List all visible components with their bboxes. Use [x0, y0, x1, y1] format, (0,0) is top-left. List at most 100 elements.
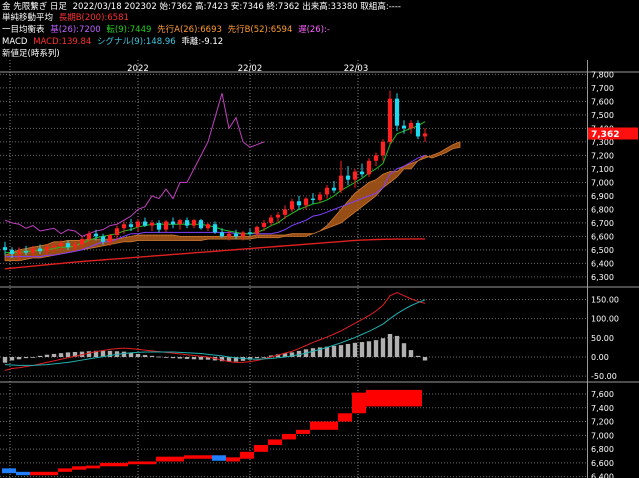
kumo-area: [4, 141, 461, 262]
macd-histogram-bar: [352, 342, 358, 357]
candle-body: [16, 251, 22, 254]
candle-body: [289, 201, 295, 210]
macd-histogram-bar: [296, 350, 302, 357]
macd-histogram-bar: [261, 357, 267, 358]
shinne-brick: [100, 462, 128, 467]
candle-body: [366, 160, 372, 175]
macd-histogram-bar: [394, 335, 400, 357]
candle-body: [261, 222, 267, 227]
macd-histogram-bar: [254, 357, 260, 359]
y-tick-label: 100.00: [591, 315, 619, 324]
candle-body: [212, 224, 218, 233]
shinne-brick: [254, 444, 268, 452]
macd-histogram-bar: [184, 357, 190, 359]
candle-body: [233, 233, 239, 237]
macd-histogram-bar: [86, 351, 92, 357]
y-tick-label: 6,600: [591, 232, 614, 241]
macd-histogram-bar: [310, 348, 316, 357]
candle-body: [114, 228, 120, 236]
candle-body: [331, 187, 337, 191]
shinne-brick: [16, 471, 30, 476]
candle-body: [37, 248, 43, 252]
shinne-brick: [310, 421, 338, 430]
shinne-brick: [30, 471, 58, 476]
candle-body: [170, 221, 176, 225]
macd-histogram-bar: [44, 354, 50, 357]
candle-body: [422, 133, 428, 137]
candle-body: [275, 214, 281, 218]
y-tick-label: 6,500: [591, 246, 614, 255]
shinne-brick: [128, 461, 156, 465]
candle-body: [156, 222, 162, 230]
candle-body: [79, 239, 85, 245]
candle-body: [268, 217, 274, 223]
candle-body: [163, 221, 169, 230]
header-line-2: 単純移動平均 長期B(200):6581: [2, 13, 132, 24]
candle-body: [142, 221, 148, 226]
macd-histogram-bar: [142, 355, 148, 357]
candle-body: [240, 232, 246, 237]
macd-histogram-bar: [226, 357, 232, 362]
y-tick-label: 50.00: [591, 334, 614, 343]
header-line-3: 一目均衡表 基(26):7200 転(9):7449 先行A(26):6693 …: [2, 25, 333, 36]
macd-histogram-bar: [198, 357, 204, 360]
ma200-readout: 長期B(200):6581: [58, 13, 129, 23]
shinne-brick: [282, 433, 296, 440]
y-tick-label: 6,900: [591, 192, 614, 201]
candle-body: [2, 247, 8, 250]
macd-histogram-bar: [380, 338, 386, 357]
candle-body: [310, 198, 316, 200]
macd-histogram-bar: [177, 357, 183, 359]
y-tick-label: -50.00: [591, 372, 617, 381]
signal-readout: シグナル(9):148.96: [96, 37, 176, 47]
macd-histogram-bar: [121, 351, 127, 357]
y-tick-label: 6,300: [591, 273, 614, 282]
macd-readout: MACD:139.84: [33, 37, 92, 47]
chikou-line: [4, 93, 265, 237]
kijun-readout: 基(26):7200: [50, 25, 101, 35]
macd-histogram-bar: [317, 347, 323, 357]
candle-body: [303, 198, 309, 206]
y-tick-label: 7,800: [591, 70, 614, 79]
y-tick-label: 7,600: [591, 390, 614, 399]
signal-line: [4, 299, 426, 366]
macd-histogram-bar: [408, 350, 414, 357]
candle-body: [373, 155, 379, 161]
last-price-tag: [588, 127, 638, 140]
candle-body: [65, 243, 71, 248]
x-axis-label: 2022: [127, 64, 149, 74]
macd-histogram-bar: [72, 352, 78, 357]
candle-body: [121, 224, 127, 229]
shinne-brick: [86, 465, 100, 469]
candle-body: [345, 175, 351, 180]
candle-body: [408, 122, 414, 129]
candle-body: [44, 247, 50, 252]
candle-body: [219, 232, 225, 237]
macd-histogram-bar: [282, 353, 288, 357]
macd-histogram-bar: [268, 355, 274, 357]
candle-body: [177, 220, 183, 225]
y-tick-label: 6,800: [591, 445, 614, 454]
shinne-brick: [58, 468, 72, 472]
candle-body: [394, 98, 400, 126]
shinne-brick: [296, 429, 310, 434]
macd-panel: [2, 292, 428, 371]
macd-histogram-bar: [23, 357, 29, 359]
shinne-brick: [72, 466, 86, 470]
macd-histogram-bar: [331, 345, 337, 357]
candle-body: [149, 222, 155, 226]
macd-histogram-bar: [345, 343, 351, 357]
macd-histogram-bar: [338, 345, 344, 357]
macd-histogram-bar: [422, 357, 428, 361]
macd-histogram-bar: [128, 352, 134, 357]
y-tick-label: 150.00: [591, 296, 619, 305]
candle-body: [128, 224, 134, 227]
span-a-readout: 先行A(26):6693: [157, 25, 222, 35]
shinne-brick: [2, 468, 16, 474]
macd-histogram-bar: [191, 357, 197, 360]
ma200-line: [4, 238, 425, 270]
y-tick-label: 0.00: [591, 353, 609, 362]
candle-body: [23, 251, 29, 253]
shinne-brick: [240, 451, 254, 459]
